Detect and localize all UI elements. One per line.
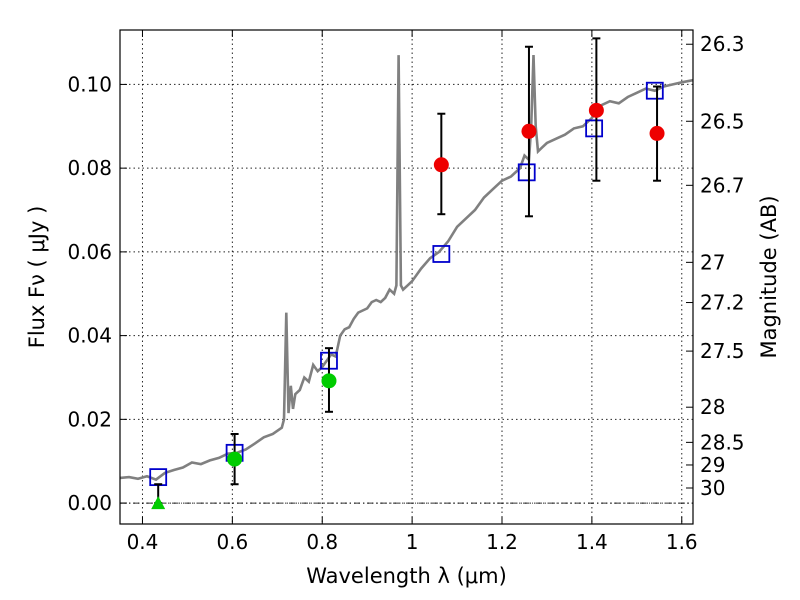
square-marker [432, 245, 451, 263]
y2-tick-label: 26.5 [700, 109, 745, 133]
x-axis-label: Wavelength λ (μm) [306, 564, 507, 588]
circle-marker [433, 157, 449, 173]
y-tick-label: 0.10 [67, 72, 112, 96]
y2-tick-label: 27 [700, 250, 725, 274]
x-tick-label: 1 [406, 530, 419, 554]
circle-marker [649, 125, 665, 141]
circle-marker [521, 123, 537, 139]
grid-lines [120, 30, 693, 524]
y2-tick-label: 27.5 [700, 339, 745, 363]
square-marker [645, 81, 664, 100]
y-tick-label: 0.08 [67, 156, 112, 180]
x-tick-label: 1.6 [666, 530, 698, 554]
x-tick-label: 1.2 [486, 530, 518, 554]
y-tick-label: 0.06 [67, 240, 112, 264]
y2-tick-label: 28.5 [700, 430, 745, 454]
model-spectrum-line [120, 55, 693, 482]
x-tick-label: 1.4 [576, 530, 608, 554]
y2-tick-label: 27.2 [700, 291, 745, 315]
y-tick-label: 0.02 [67, 407, 112, 431]
y2-axis-label: Magnitude (AB) [757, 195, 781, 358]
x-tick-label: 0.6 [216, 530, 248, 554]
circle-marker [588, 102, 604, 118]
data-markers [149, 37, 665, 510]
y-axis-label: Flux Fν ( μJy ) [25, 206, 49, 349]
y-tick-label: 0.00 [67, 491, 112, 515]
y2-tick-label: 29 [700, 453, 725, 477]
x-tick-label: 0.8 [306, 530, 338, 554]
plot-frame [119, 29, 694, 525]
axis-ticks: 0.4 0.6 0.8 1 1.2 1.4 1.6 0.00 0.02 0.04 0.06 0.08 0… [67, 30, 745, 554]
y2-tick-label: 28 [700, 395, 725, 419]
circle-marker [227, 451, 243, 467]
square-marker [585, 119, 604, 138]
y2-tick-label: 30 [700, 476, 725, 500]
circle-marker [321, 373, 337, 389]
y2-tick-label: 26.3 [700, 32, 745, 56]
square-marker [517, 163, 536, 182]
y-tick-label: 0.04 [67, 324, 112, 348]
triangle-marker [151, 496, 166, 510]
y2-tick-label: 26.7 [700, 173, 745, 197]
x-tick-label: 0.4 [127, 530, 159, 554]
